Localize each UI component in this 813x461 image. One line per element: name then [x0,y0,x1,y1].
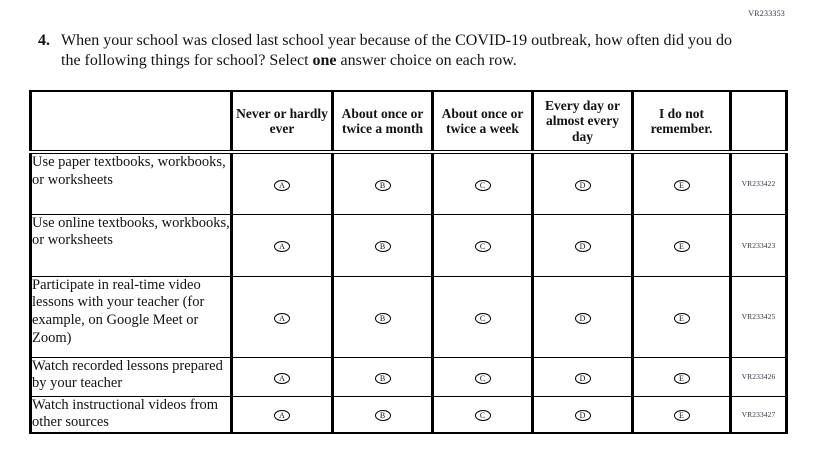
option-bubble-b[interactable]: B [374,312,391,324]
option-cell[interactable]: A [230,276,333,358]
option-cell[interactable]: C [431,214,533,277]
option-cell[interactable]: D [531,396,633,434]
option-bubble-c[interactable]: C [474,410,491,422]
option-cell[interactable]: D [531,357,633,397]
row-code: VR233422 [729,152,788,215]
option-cell[interactable]: B [331,276,433,358]
question-block: 4. When your school was closed last scho… [38,31,752,72]
option-bubble-c[interactable]: C [474,241,491,252]
question-text-end: answer choice on each row. [336,52,517,70]
option-cell[interactable]: C [431,396,533,434]
option-cell[interactable]: E [631,396,731,434]
option-bubble-b[interactable]: B [374,372,391,384]
option-bubble-c[interactable]: C [474,179,491,191]
table-row: Use paper textbooks, workbooks, or works… [29,152,788,215]
option-cell[interactable]: C [431,152,533,215]
form-code: VR233353 [748,9,785,18]
row-label: Watch instructional videos from other so… [29,396,232,434]
option-cell[interactable]: E [631,214,731,277]
option-bubble-d[interactable]: D [574,179,591,191]
option-bubble-e[interactable]: E [673,410,690,422]
column-header-never: Never or hardly ever [230,90,333,154]
option-bubble-d[interactable]: D [574,312,591,324]
row-code: VR233427 [729,396,788,434]
option-cell[interactable]: A [230,357,333,397]
column-header-once-week: About once or twice a week [431,90,533,154]
header-code-cell [729,90,788,154]
column-header-no-remember: I do not remember. [631,90,731,154]
option-cell[interactable]: B [331,214,433,277]
option-cell[interactable]: B [331,396,433,434]
row-label: Participate in real-time video lessons w… [29,276,232,358]
option-cell[interactable]: A [230,214,333,277]
option-cell[interactable]: D [531,214,633,277]
table-row: Watch instructional videos from other so… [29,396,788,434]
header-empty-cell [29,90,232,154]
option-cell[interactable]: B [331,152,433,215]
row-label: Use online textbooks, workbooks, or work… [29,214,232,277]
response-grid: Never or hardly ever About once or twice… [29,90,788,434]
option-bubble-a[interactable]: A [274,179,290,191]
row-code: VR233425 [729,276,788,358]
option-cell[interactable]: A [230,396,333,434]
row-code: VR233423 [729,214,788,277]
option-cell[interactable]: C [431,357,533,397]
table-row: Participate in real-time video lessons w… [29,276,788,358]
option-bubble-b[interactable]: B [374,241,391,252]
option-cell[interactable]: E [631,357,731,397]
option-bubble-c[interactable]: C [474,372,491,384]
option-bubble-a[interactable]: A [274,241,290,252]
question-number: 4. [38,32,50,49]
option-bubble-b[interactable]: B [374,410,391,422]
option-bubble-e[interactable]: E [673,372,690,384]
table-row: Watch recorded lessons prepared by your … [29,357,788,397]
question-text-start: When your school was closed last school … [61,32,732,70]
option-bubble-e[interactable]: E [673,241,690,252]
option-bubble-e[interactable]: E [673,312,690,324]
row-label: Watch recorded lessons prepared by your … [29,357,232,397]
option-cell[interactable]: E [631,276,731,358]
option-bubble-b[interactable]: B [374,179,391,191]
row-code: VR233426 [729,357,788,397]
option-cell[interactable]: D [531,276,633,358]
row-label: Use paper textbooks, workbooks, or works… [29,152,232,215]
table-row: Use online textbooks, workbooks, or work… [29,214,788,277]
option-bubble-d[interactable]: D [574,372,591,384]
option-cell[interactable]: D [531,152,633,215]
option-bubble-d[interactable]: D [574,410,591,422]
option-cell[interactable]: C [431,276,533,358]
option-bubble-c[interactable]: C [474,312,491,324]
option-bubble-d[interactable]: D [574,241,591,252]
column-header-every-day: Every day or almost every day [531,90,633,154]
option-cell[interactable]: B [331,357,433,397]
question-text: When your school was closed last school … [61,31,752,72]
option-bubble-a[interactable]: A [274,410,290,422]
option-cell[interactable]: A [230,152,333,215]
option-bubble-a[interactable]: A [274,312,290,324]
option-bubble-a[interactable]: A [274,372,290,384]
column-header-once-month: About once or twice a month [331,90,433,154]
header-row: Never or hardly ever About once or twice… [29,90,788,154]
option-bubble-e[interactable]: E [673,179,690,191]
question-text-bold: one [312,52,337,70]
option-cell[interactable]: E [631,152,731,215]
